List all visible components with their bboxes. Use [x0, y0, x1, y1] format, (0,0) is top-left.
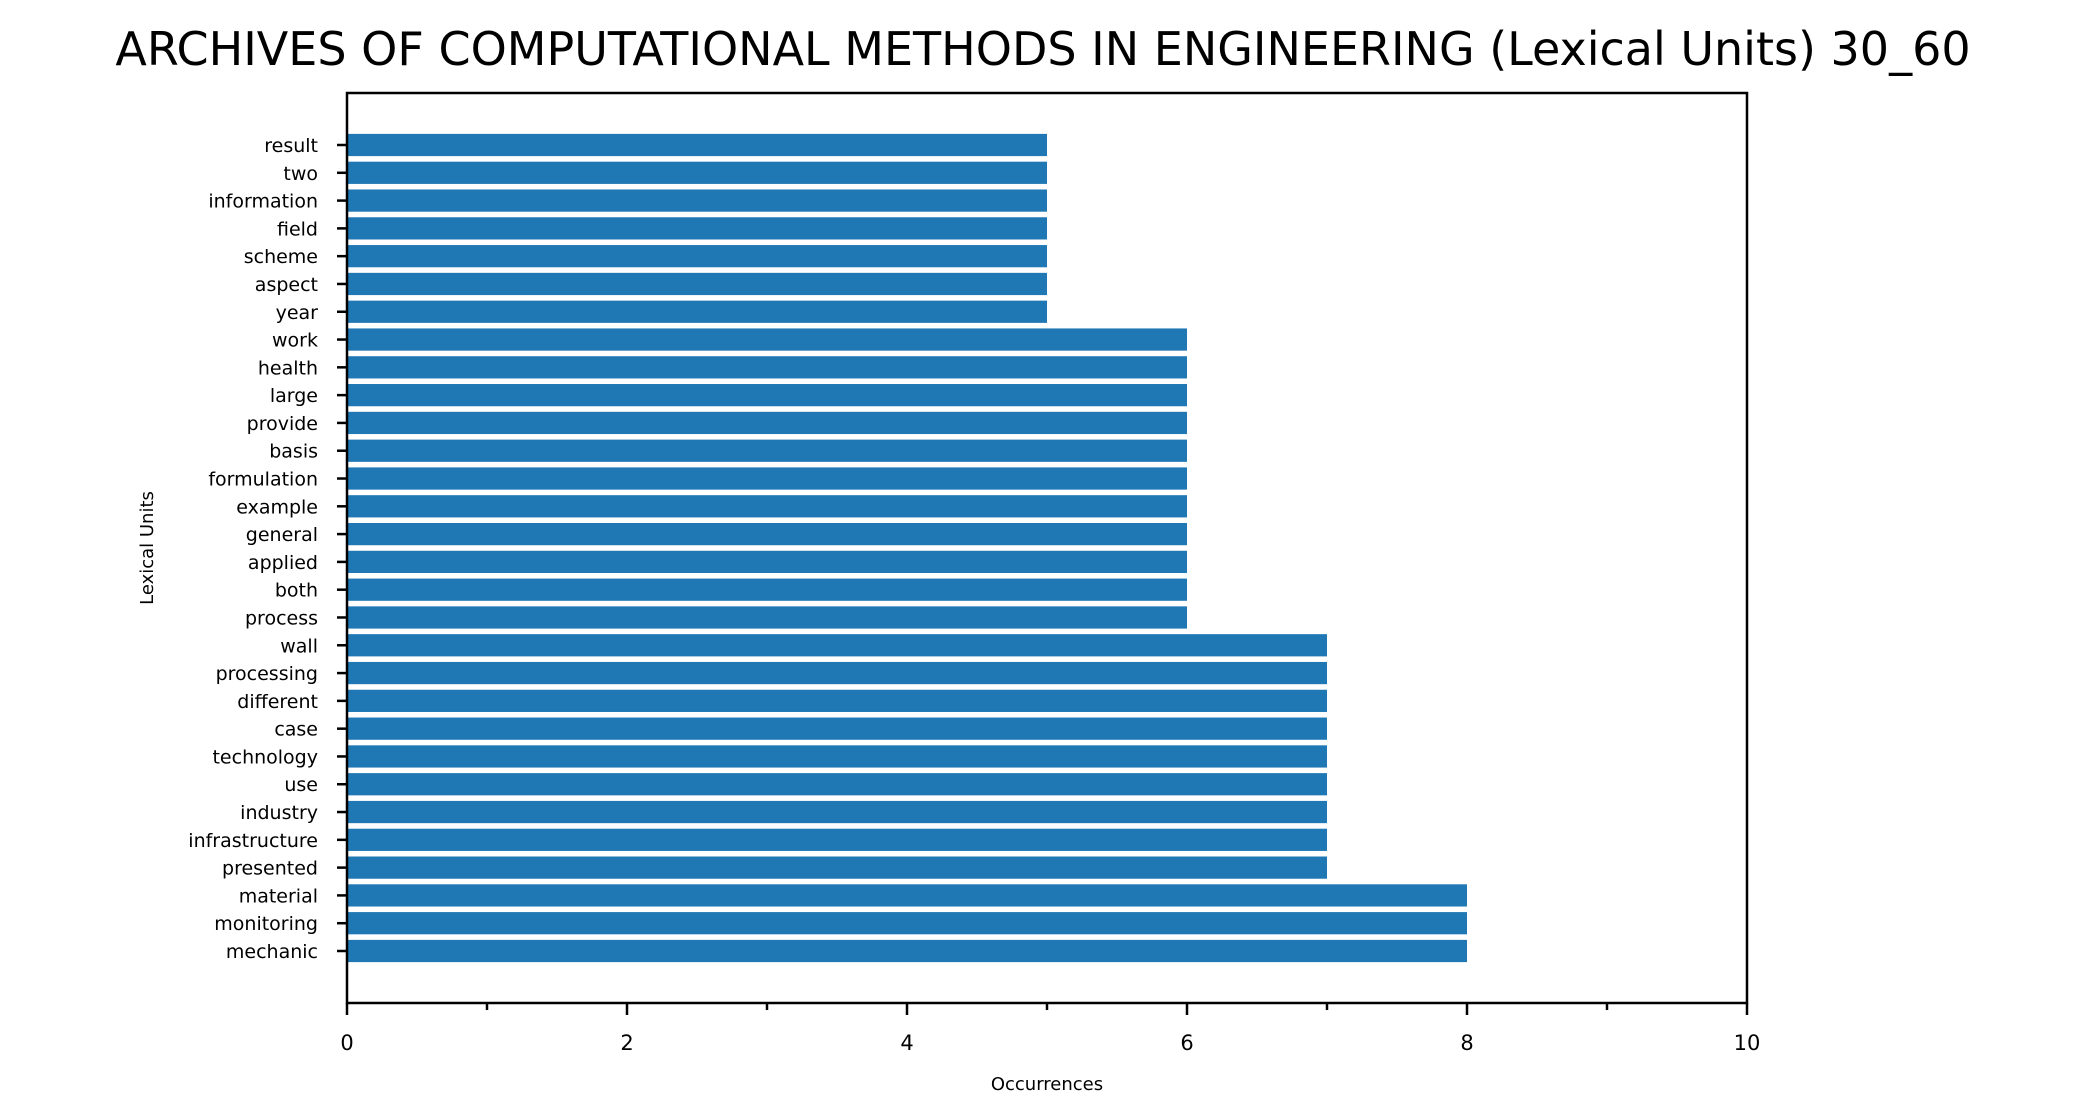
y-tick-label: result — [264, 135, 318, 157]
bar-monitoring — [347, 912, 1467, 935]
y-tick-label: basis — [269, 441, 318, 463]
y-tick-label: work — [272, 330, 318, 352]
bar-case — [347, 717, 1327, 740]
bar-large — [347, 384, 1187, 407]
bar-formulation — [347, 467, 1187, 490]
y-tick-label: infrastructure — [188, 830, 318, 852]
y-tick-label: process — [245, 607, 318, 629]
bars-group — [347, 133, 1467, 963]
y-tick-label: example — [236, 496, 318, 518]
y-tick-label: large — [270, 385, 318, 407]
y-tick-label: wall — [280, 635, 318, 657]
x-tick-label: 10 — [1734, 1031, 1761, 1055]
y-tick-label: monitoring — [214, 913, 318, 935]
y-tick-label: field — [277, 218, 318, 240]
plot-frame — [345, 91, 1749, 1005]
bar-industry — [347, 800, 1327, 824]
x-tick-label: 8 — [1460, 1031, 1473, 1055]
x-tick-label: 2 — [620, 1031, 633, 1055]
y-tick-label: case — [274, 719, 318, 741]
chart-title: ARCHIVES OF COMPUTATIONAL METHODS IN ENG… — [115, 22, 1970, 76]
bar-health — [347, 356, 1187, 379]
y-tick-label: applied — [248, 552, 318, 574]
bar-field — [347, 217, 1047, 240]
bar-infrastructure — [347, 828, 1327, 851]
y-tick-label: mechanic — [226, 941, 318, 963]
x-axis-label: Occurrences — [991, 1074, 1103, 1095]
y-tick-label: information — [208, 191, 318, 213]
bar-basis — [347, 439, 1187, 462]
bar-work — [347, 328, 1187, 351]
y-tick-label: use — [284, 774, 318, 796]
bar-presented — [347, 856, 1327, 879]
y-tick-label: two — [283, 163, 318, 185]
y-tick-label: processing — [216, 663, 318, 685]
bar-process — [347, 606, 1187, 629]
bar-use — [347, 773, 1327, 796]
x-tick-label: 0 — [340, 1031, 353, 1055]
y-ticks-group: mechanic monitoring material presented infra… — [188, 135, 347, 963]
y-axis-label: Lexical Units — [137, 491, 158, 605]
y-tick-label: health — [258, 357, 318, 379]
bar-both — [347, 578, 1187, 601]
bar-processing — [347, 661, 1327, 685]
bar-result — [347, 133, 1047, 157]
bar-different — [347, 689, 1327, 712]
bar-material — [347, 884, 1467, 907]
bar-information — [347, 189, 1047, 212]
bar-general — [347, 522, 1187, 546]
y-tick-label: material — [239, 885, 318, 907]
y-tick-label: both — [275, 580, 318, 602]
bar-two — [347, 161, 1047, 184]
y-tick-label: formulation — [208, 469, 318, 491]
bar-scheme — [347, 245, 1047, 268]
y-tick-label: scheme — [244, 246, 318, 268]
y-tick-label: presented — [222, 858, 318, 880]
bar-year — [347, 300, 1047, 323]
bar-example — [347, 495, 1187, 518]
y-tick-label: technology — [212, 746, 318, 768]
bar-provide — [347, 411, 1187, 435]
bar-mechanic — [347, 939, 1467, 963]
y-tick-label: industry — [240, 802, 318, 824]
y-tick-label: general — [246, 524, 318, 546]
y-tick-label: different — [237, 691, 318, 713]
x-tick-label: 4 — [900, 1031, 913, 1055]
x-ticks-group: 0 2 4 6 8 10 — [340, 1003, 1760, 1055]
bar-applied — [347, 550, 1187, 574]
x-tick-label: 6 — [1180, 1031, 1193, 1055]
bar-technology — [347, 745, 1327, 768]
bar-wall — [347, 634, 1327, 657]
y-tick-label: year — [276, 302, 319, 324]
bar-aspect — [347, 272, 1047, 296]
y-tick-label: provide — [247, 413, 318, 435]
y-tick-label: aspect — [255, 274, 318, 296]
